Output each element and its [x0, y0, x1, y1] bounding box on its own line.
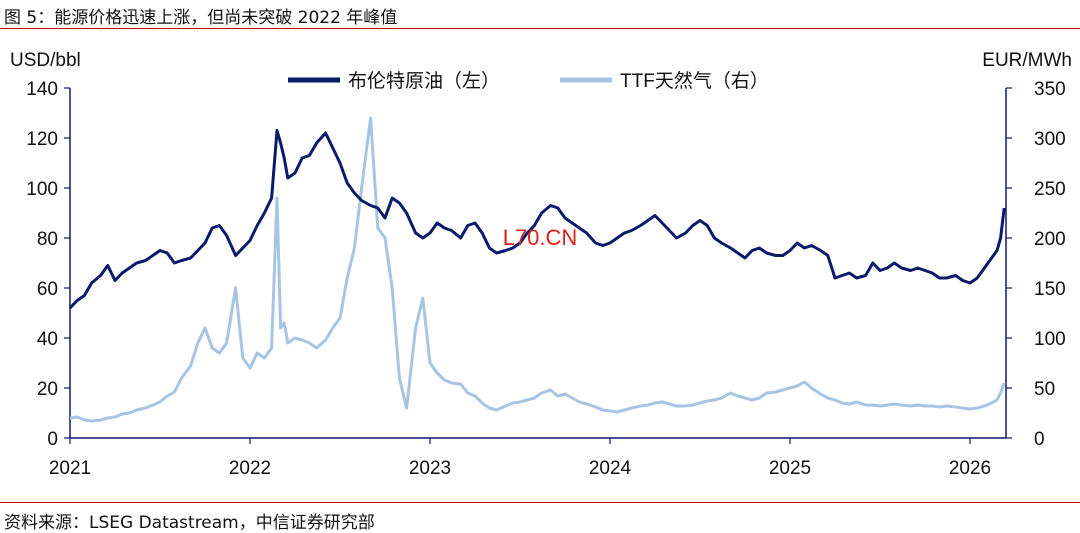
y-right-tick-label: 0 — [1034, 429, 1045, 450]
y-left-tick-label: 60 — [37, 279, 58, 300]
y-left-tick-label: 80 — [37, 229, 58, 250]
y-left-tick-label: 20 — [37, 379, 58, 400]
y-left-tick-label: 40 — [37, 329, 58, 350]
x-tick-label: 2023 — [409, 458, 451, 479]
top-rule — [0, 28, 1080, 29]
y-right-tick-label: 250 — [1034, 179, 1066, 200]
legend-brent-label: 布伦特原油（左） — [348, 70, 500, 92]
x-tick-label: 2024 — [589, 458, 632, 479]
x-tick-label: 2021 — [49, 458, 91, 479]
legend: 布伦特原油（左） TTF天然气（右） — [288, 70, 769, 92]
y-left-tick-label: 140 — [26, 79, 58, 100]
x-tick-label: 2025 — [769, 458, 811, 479]
y-right-tick-label: 200 — [1034, 229, 1066, 250]
watermark: L70.CN — [503, 225, 578, 250]
y-right-tick-label: 350 — [1034, 79, 1066, 100]
series-line-brent — [68, 129, 1006, 310]
y-right-label: EUR/MWh — [982, 50, 1072, 71]
series-layer — [68, 116, 1006, 423]
bottom-rule — [0, 502, 1080, 503]
chart: USD/bbl EUR/MWh 0 20 40 60 80 100 120 140 0 50 100 15… — [10, 50, 1072, 479]
axes: USD/bbl EUR/MWh 0 20 40 60 80 100 120 140 0 50 100 15… — [10, 50, 1072, 479]
figure-title: 图 5：能源价格迅速上涨，但尚未突破 2022 年峰值 — [4, 8, 398, 28]
legend-ttf-label: TTF天然气（右） — [620, 70, 769, 92]
y-right-tick-label: 50 — [1034, 379, 1055, 400]
x-tick-label: 2022 — [229, 458, 271, 479]
y-left-tick-label: 0 — [47, 429, 58, 450]
series-line-ttf — [69, 116, 1006, 423]
y-right-tick-label: 150 — [1034, 279, 1066, 300]
y-left-tick-label: 120 — [26, 129, 58, 150]
source-note: 资料来源：LSEG Datastream，中信证券研究部 — [4, 513, 375, 533]
x-tick-label: 2026 — [949, 458, 991, 479]
y-left-tick-label: 100 — [26, 179, 58, 200]
y-right-tick-label: 100 — [1034, 329, 1066, 350]
y-right-tick-label: 300 — [1034, 129, 1066, 150]
y-left-label: USD/bbl — [10, 50, 81, 71]
